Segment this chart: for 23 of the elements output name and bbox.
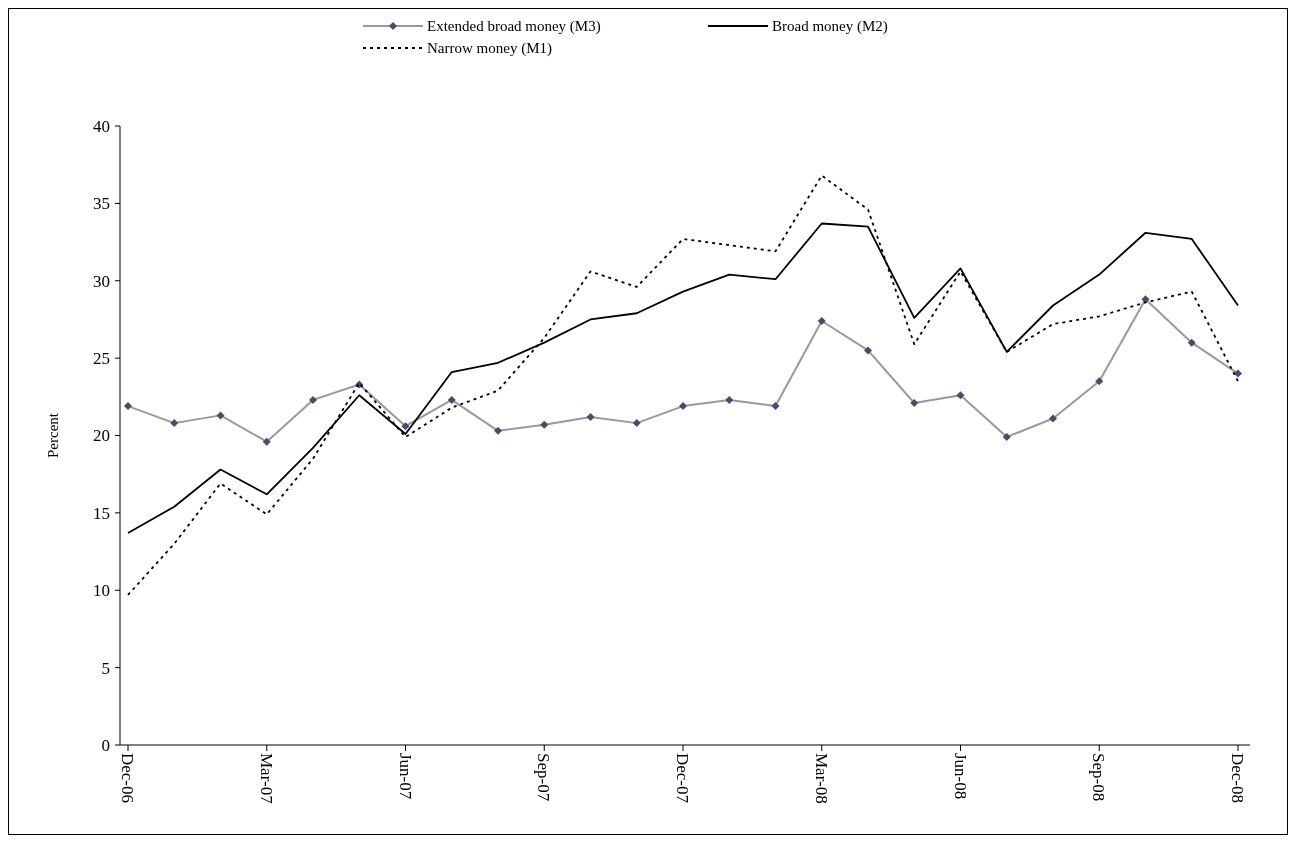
x-tick-label: Jun-08: [950, 753, 970, 800]
y-tick-label: 20: [93, 426, 110, 446]
legend-label: Extended broad money (M3): [427, 18, 601, 35]
x-tick-label: Mar-07: [256, 753, 276, 805]
line-series: [127, 174, 1239, 596]
x-tick-label: Sep-07: [534, 753, 554, 802]
x-tick-label: Mar-08: [811, 753, 831, 804]
y-tick-label: 5: [101, 658, 110, 678]
legend-label: Narrow money (M1): [427, 40, 552, 57]
x-tick-label: Dec-07: [673, 753, 692, 804]
x-tick-label: Dec-06: [118, 753, 137, 804]
y-tick-label: 0: [101, 735, 110, 755]
x-tick-label: Sep-08: [1089, 753, 1109, 802]
y-tick-label: 35: [93, 194, 110, 214]
y-tick-label: 30: [93, 271, 110, 291]
legend-label: Broad money (M2): [772, 18, 888, 35]
y-tick-label: 25: [93, 349, 110, 369]
y-tick-label: 15: [93, 503, 110, 523]
x-tick-label: Dec-08: [1228, 753, 1247, 804]
x-tick-label: Jun-07: [395, 753, 415, 800]
y-tick-label: 40: [93, 116, 110, 136]
y-axis-title: Percent: [45, 412, 61, 458]
y-tick-label: 10: [93, 581, 110, 601]
